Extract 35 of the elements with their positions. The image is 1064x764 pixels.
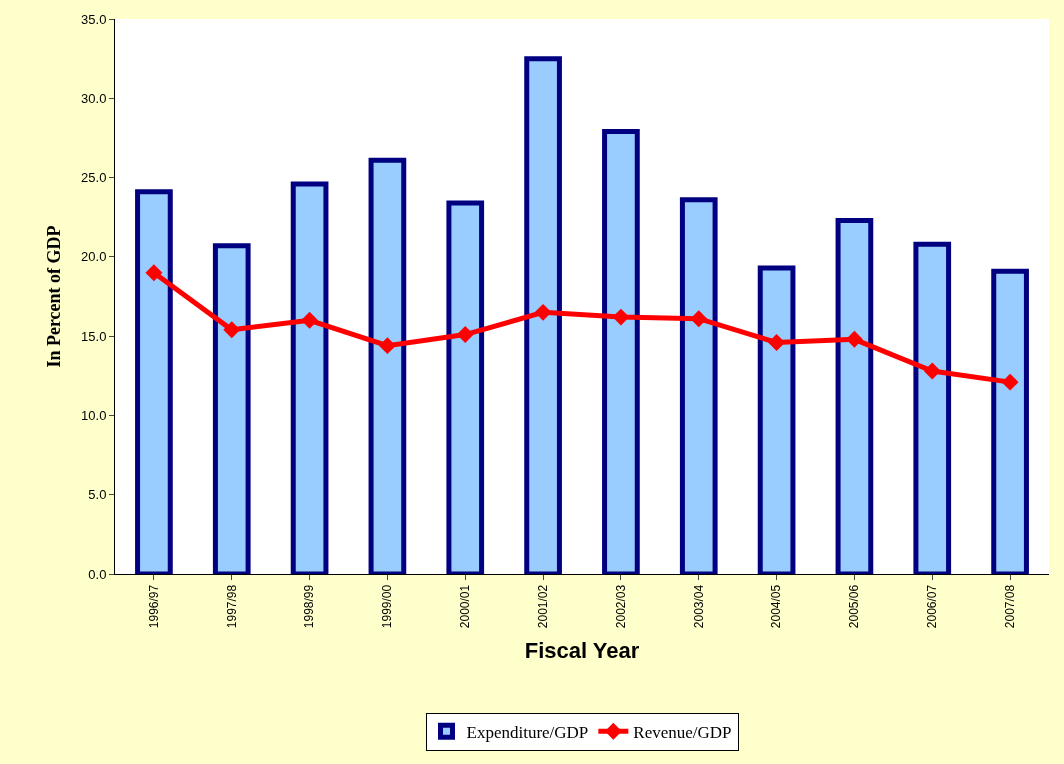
x-tick-label: 1997/98 (224, 584, 239, 629)
legend-label: Expenditure/GDP (466, 722, 589, 742)
point (534, 303, 552, 321)
x-tick-label: 2003/04 (691, 584, 706, 629)
x-tick-label: 2002/03 (613, 584, 628, 629)
point (301, 311, 319, 329)
point (223, 321, 241, 339)
y-tick-label: 0.0 (88, 566, 107, 582)
y-tick-label: 30.0 (81, 90, 107, 106)
y-tick-label: 20.0 (81, 249, 107, 265)
x-axis-title: Fiscal Year (524, 638, 640, 664)
x-tick-label: 2000/01 (458, 584, 473, 629)
x-tick-label: 2004/05 (769, 584, 784, 629)
x-tick-label: 2005/06 (847, 584, 862, 629)
point (378, 337, 396, 355)
x-tick-label: 1996/97 (146, 584, 161, 629)
x-tick-label: 1999/00 (380, 584, 395, 629)
x-tick-label: 2001/02 (535, 584, 550, 629)
y-tick-label: 35.0 (81, 11, 107, 27)
y-tick-label: 10.0 (81, 407, 107, 423)
point (690, 310, 708, 328)
x-tick-label: 2007/08 (1002, 584, 1017, 629)
point (612, 308, 630, 326)
point (1001, 373, 1019, 391)
point (923, 362, 941, 380)
y-axis-title: In Percent of GDP (44, 225, 65, 368)
y-tick-label: 15.0 (81, 328, 107, 344)
point (768, 334, 786, 351)
legend-label: Revenue/GDP (633, 722, 732, 742)
x-tick-label: 2006/07 (925, 584, 940, 629)
y-tick-label: 25.0 (81, 170, 107, 186)
y-tick-label: 5.0 (88, 487, 107, 503)
x-tick-label: 1998/99 (302, 584, 317, 629)
point (456, 326, 474, 344)
point (145, 264, 163, 282)
